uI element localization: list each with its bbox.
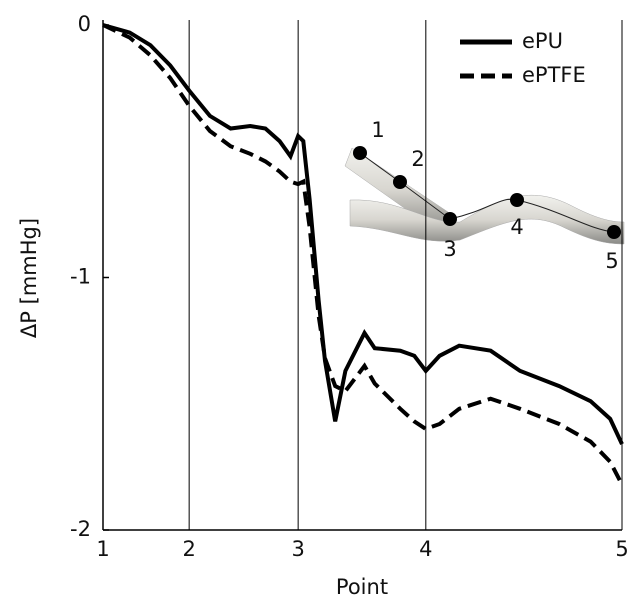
x-tick-label: 5 — [615, 537, 628, 561]
legend-label: ePU — [522, 29, 563, 53]
inset-label: 4 — [510, 215, 523, 239]
legend-label: ePTFE — [522, 63, 586, 87]
inset-vessel — [344, 146, 625, 245]
y-axis-label: ΔP [mmHg] — [17, 218, 41, 338]
x-tick-label: 4 — [419, 537, 432, 561]
inset-label: 2 — [411, 147, 424, 171]
y-tick-label: -1 — [70, 265, 91, 289]
inset-label: 5 — [605, 249, 618, 273]
series-line — [102, 23, 624, 486]
inset-label: 1 — [371, 118, 384, 142]
x-tick-label: 3 — [291, 537, 304, 561]
x-axis-label: Point — [336, 575, 388, 599]
x-tick-label: 2 — [182, 537, 195, 561]
inset-label: 3 — [443, 237, 456, 261]
y-tick-label: -2 — [70, 517, 91, 541]
y-tick-label: 0 — [78, 12, 91, 36]
series-line — [102, 23, 624, 445]
x-tick-label: 1 — [96, 537, 109, 561]
